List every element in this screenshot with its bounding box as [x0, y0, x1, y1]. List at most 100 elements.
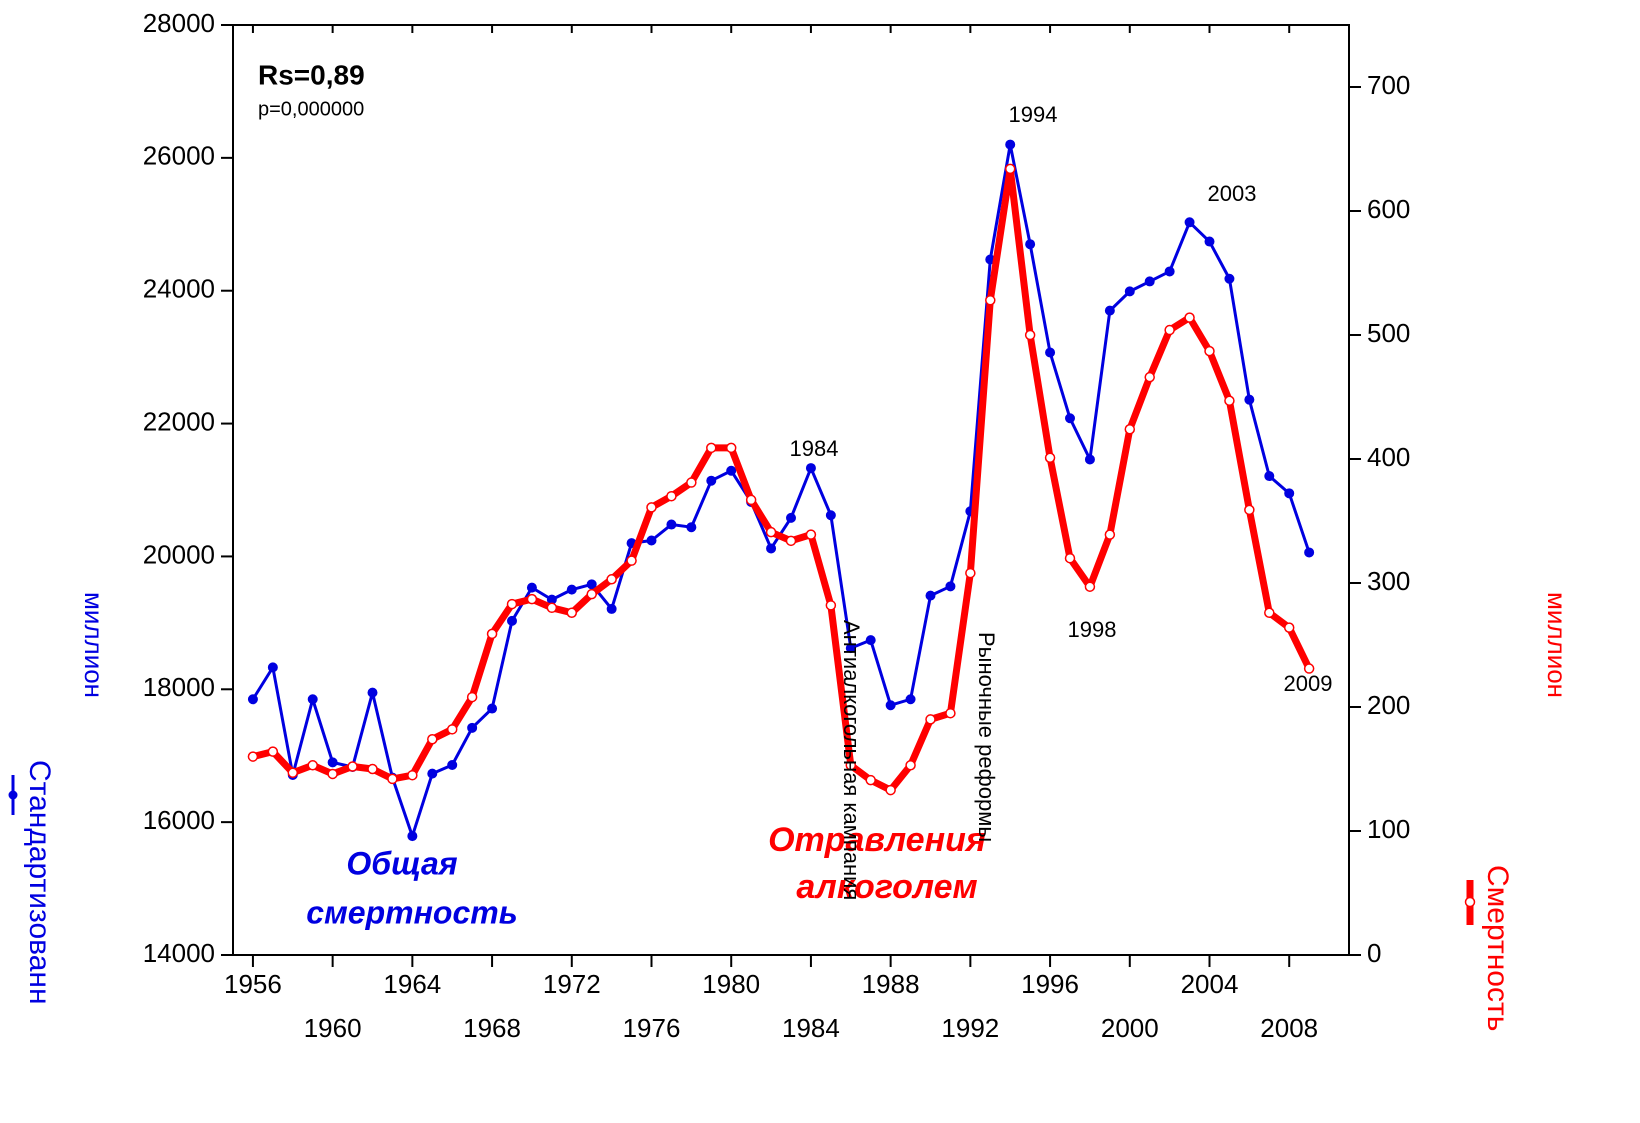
y-tick-label: 16000	[143, 805, 215, 835]
data-point	[885, 784, 896, 796]
data-point	[526, 593, 538, 605]
data-point	[1164, 324, 1175, 336]
data-point	[925, 590, 936, 601]
x-tick-label: 1992	[941, 1013, 999, 1043]
data-point	[487, 703, 498, 714]
y-axis-label: миллион	[79, 592, 109, 698]
x-tick-label: 1972	[543, 969, 601, 999]
y2-tick-label: 100	[1367, 814, 1410, 844]
x-tick-label: 1988	[862, 969, 920, 999]
data-point	[606, 574, 617, 585]
data-point	[606, 603, 617, 614]
data-point	[765, 526, 777, 538]
data-point	[287, 767, 299, 778]
data-point	[825, 600, 837, 611]
data-point	[1244, 394, 1255, 405]
data-point	[427, 733, 438, 745]
data-point	[247, 751, 259, 762]
data-point	[1104, 529, 1116, 540]
x-tick-label: 1960	[304, 1013, 362, 1043]
annotation: Антиалкогольная кампания	[839, 620, 864, 900]
data-point	[965, 567, 976, 579]
data-point	[327, 768, 338, 780]
annotation: 2003	[1208, 181, 1257, 206]
annotation: Общая	[346, 845, 457, 881]
y2-tick-label: 500	[1367, 318, 1410, 348]
data-point	[367, 687, 378, 698]
data-point	[1164, 266, 1175, 277]
data-point	[307, 760, 318, 771]
data-point	[786, 512, 796, 523]
data-point	[387, 773, 398, 785]
data-point	[905, 694, 916, 705]
annotation: 1998	[1068, 617, 1117, 642]
y2-tick-label: 400	[1367, 442, 1410, 472]
data-point	[725, 442, 737, 454]
annotation: алкоголем	[796, 868, 977, 906]
x-tick-label: 1984	[782, 1013, 840, 1043]
data-point	[1204, 236, 1215, 247]
data-point	[1184, 312, 1195, 323]
data-point	[686, 522, 697, 533]
data-point	[267, 662, 278, 673]
data-point	[825, 510, 836, 521]
x-tick-label: 2008	[1260, 1013, 1318, 1043]
data-point	[427, 768, 438, 779]
annotation: смертность	[306, 894, 517, 930]
annotation: 2009	[1284, 671, 1333, 696]
y-tick-label: 28000	[143, 8, 215, 38]
x-tick-label: 2000	[1101, 1013, 1159, 1043]
y2-tick-label: 0	[1367, 938, 1381, 968]
data-point	[766, 543, 777, 554]
y2-tick-label: 600	[1367, 194, 1410, 224]
data-point	[1144, 371, 1155, 383]
data-point	[706, 442, 717, 454]
y-tick-label: 14000	[143, 938, 215, 968]
data-point	[1005, 139, 1016, 150]
data-point	[666, 490, 677, 502]
data-point	[467, 722, 478, 733]
x-tick-label: 1964	[383, 969, 441, 999]
data-point	[985, 295, 996, 306]
series-line	[252, 165, 1313, 794]
data-point	[1084, 454, 1095, 465]
data-point	[845, 760, 857, 771]
data-point	[745, 494, 757, 506]
data-point	[566, 584, 577, 595]
data-point	[327, 757, 338, 768]
data-point	[1303, 663, 1315, 674]
data-point	[1065, 413, 1075, 424]
x-tick-label: 1968	[463, 1013, 521, 1043]
data-point	[1224, 273, 1235, 284]
x-tick-label: 2004	[1181, 969, 1239, 999]
data-point	[407, 831, 418, 842]
data-point	[1224, 395, 1235, 406]
data-point	[1283, 622, 1295, 633]
annotation: 1994	[1009, 102, 1058, 127]
data-point	[865, 774, 876, 786]
data-point	[885, 700, 896, 711]
y-tick-label: 20000	[143, 539, 215, 569]
data-point	[307, 694, 318, 705]
y2-tick-label: 300	[1367, 566, 1410, 596]
x-tick-label: 1996	[1021, 969, 1079, 999]
data-point	[407, 769, 418, 781]
data-point	[526, 582, 537, 593]
x-tick-label: 1956	[224, 969, 282, 999]
data-point	[666, 519, 677, 530]
data-point	[1304, 547, 1315, 558]
data-point	[1124, 423, 1136, 435]
y2-tick-label: 700	[1367, 70, 1410, 100]
legend-label: Стандартизованн	[23, 760, 56, 1005]
data-point	[1244, 504, 1255, 516]
data-point	[367, 763, 378, 775]
data-point	[1025, 239, 1036, 250]
legend-label: Смертность	[1481, 865, 1514, 1031]
data-point	[447, 760, 458, 771]
data-point	[1264, 607, 1275, 619]
data-point	[347, 761, 358, 772]
y-tick-label: 24000	[143, 274, 215, 304]
y-tick-label: 26000	[143, 141, 215, 171]
y2-axis-label: миллион	[1542, 592, 1572, 698]
data-point	[1024, 329, 1036, 341]
